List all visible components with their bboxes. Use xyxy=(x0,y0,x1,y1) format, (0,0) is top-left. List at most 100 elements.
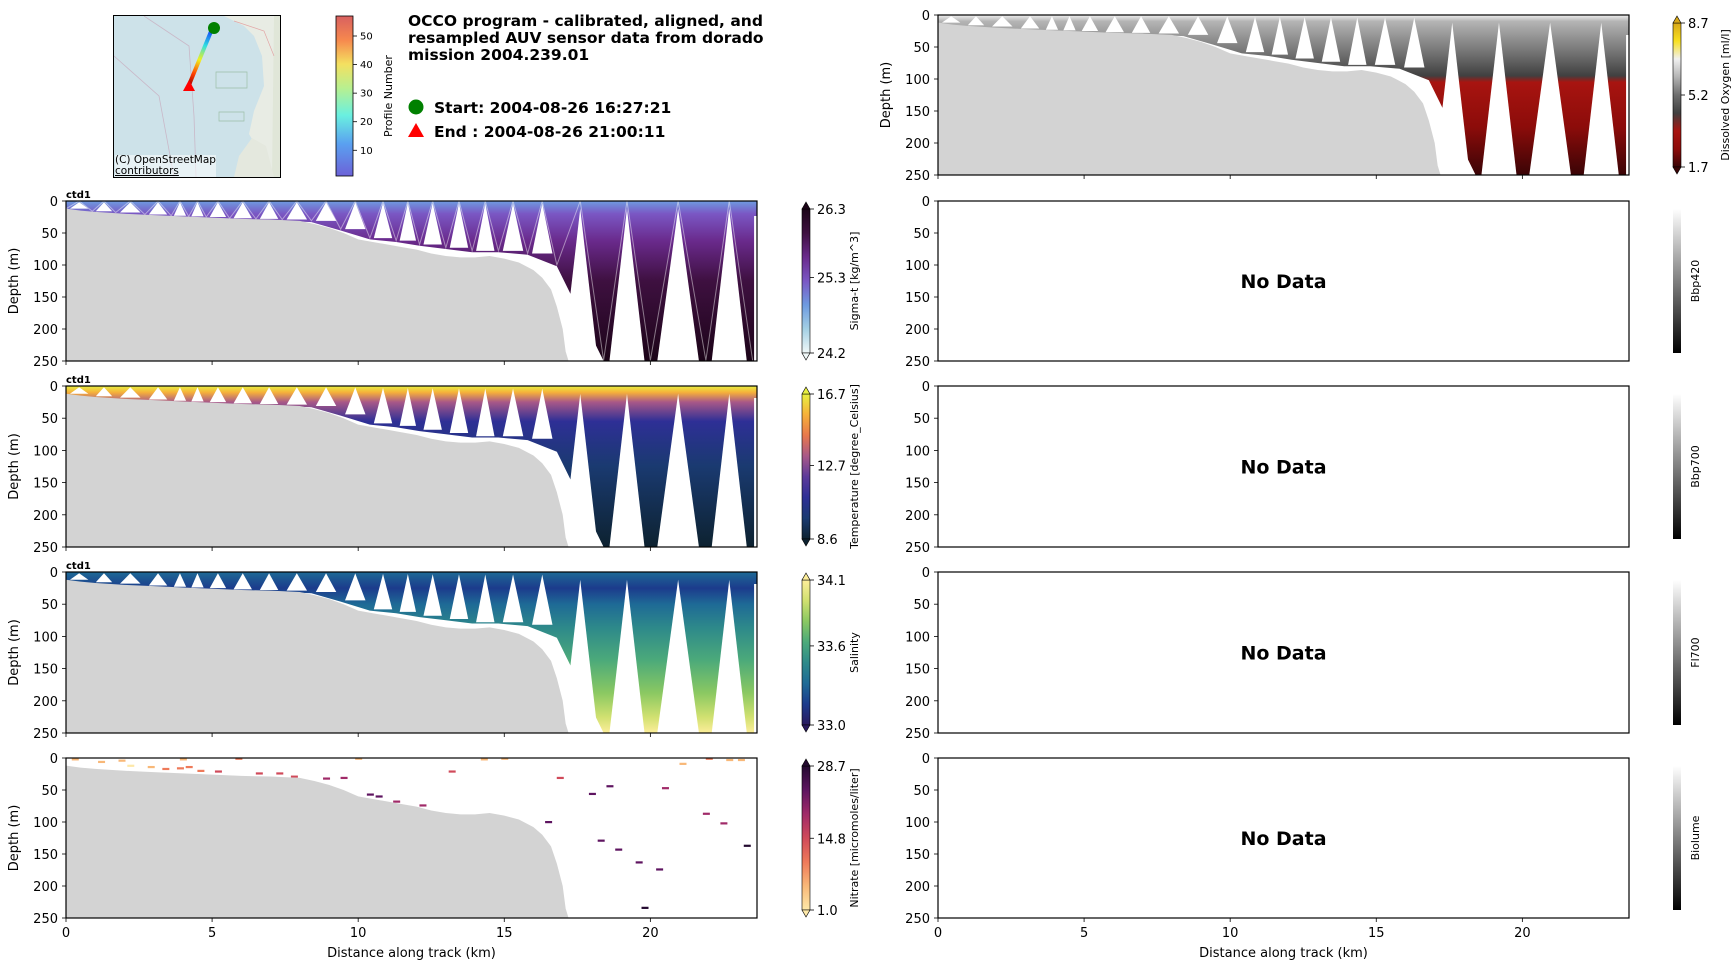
start-label: Start: 2004-08-26 16:27:21 xyxy=(434,99,672,117)
panel-biolume: No Data 0 50 100 150 200 250 0 5 10 15 20 Distance a… xyxy=(905,752,1702,961)
colorbar-gradient xyxy=(801,208,811,354)
colorbar-tick-label: 34.1 xyxy=(817,574,846,589)
unsampled-gap xyxy=(148,387,168,400)
y-tick-label: 250 xyxy=(905,355,930,370)
track-map[interactable]: (C) OpenStreetMap contributors xyxy=(113,15,281,178)
profile-colorbar-label: Profile Number xyxy=(382,55,395,137)
no-data-label: No Data xyxy=(1240,643,1326,665)
unsampled-gap xyxy=(191,202,204,217)
nitrate-point xyxy=(366,793,374,796)
y-tick-label: 150 xyxy=(33,663,58,678)
colorbar-tick-label: 5.2 xyxy=(1688,89,1709,104)
unsampled-gap xyxy=(941,16,961,23)
unsampled-gap xyxy=(173,387,187,401)
unsampled-gap xyxy=(1158,16,1180,34)
end-triangle-icon xyxy=(408,123,424,137)
profile-tick-label: 20 xyxy=(360,117,373,128)
unsampled-gap xyxy=(286,202,308,220)
colorbar-extend-min xyxy=(801,724,811,733)
profile-colorbar: 10 20 30 40 50 Profile Number xyxy=(335,15,395,177)
nitrate-point xyxy=(679,762,687,765)
y-tick-label: 100 xyxy=(905,73,930,88)
panel-temperature: 0 50 100 150 200 250 Depth (m) ctd1 16.7 12.7 8.6 T… xyxy=(7,375,861,556)
nitrate-point xyxy=(705,758,713,760)
axes-frame xyxy=(937,385,1630,548)
profile-tick-label: 30 xyxy=(360,89,373,100)
y-tick-label: 50 xyxy=(41,598,58,613)
y-tick-label: 100 xyxy=(905,444,930,459)
nitrate-point xyxy=(656,868,664,871)
nitrate-point xyxy=(255,772,263,775)
no-data-label: No Data xyxy=(1240,271,1326,293)
panel-label: ctd1 xyxy=(66,375,91,386)
unsampled-gap xyxy=(69,202,89,209)
figure-title: OCCO program - calibrated, aligned, and … xyxy=(408,12,764,64)
y-tick-label: 0 xyxy=(50,566,58,581)
colorbar-fl700: Fl700 xyxy=(1673,580,1702,725)
unsampled-gap xyxy=(1020,16,1040,29)
nitrate-point xyxy=(127,764,135,767)
colorbar-gradient xyxy=(801,765,811,911)
y-tick-label: 150 xyxy=(905,477,930,492)
colorbar-tick-label: 14.8 xyxy=(817,832,846,847)
x-tick-label: 20 xyxy=(642,926,659,941)
y-tick-label: 0 xyxy=(922,9,930,24)
unsampled-gap xyxy=(1295,17,1314,59)
y-tick-label: 0 xyxy=(922,195,930,210)
unsampled-gap xyxy=(399,573,417,612)
colorbar-extend-min xyxy=(801,538,811,547)
colorbar-extend-max xyxy=(801,386,811,395)
unsampled-gap xyxy=(399,387,417,426)
y-tick-label: 250 xyxy=(33,727,58,742)
nitrate-point xyxy=(147,765,155,769)
panel-sigma-t: 0 50 100 150 200 250 Depth (m) ctd1 26.3 25.3 24.2… xyxy=(7,190,861,370)
y-axis-label: Depth (m) xyxy=(7,805,22,872)
start-marker-icon[interactable] xyxy=(208,22,220,34)
nitrate-point xyxy=(641,906,649,909)
nitrate-point xyxy=(661,787,669,790)
colorbar-gradient xyxy=(1672,22,1682,168)
nitrate-point xyxy=(606,785,614,788)
y-tick-label: 250 xyxy=(33,912,58,927)
unsampled-gap xyxy=(1131,16,1151,33)
map-land xyxy=(224,16,280,177)
colorbar-tick-label: 1.7 xyxy=(1688,161,1709,176)
bathymetry-fill xyxy=(938,22,1629,175)
nitrate-point xyxy=(98,760,106,764)
y-tick-label: 250 xyxy=(905,169,930,184)
nitrate-point xyxy=(556,776,564,780)
unsampled-gap xyxy=(373,573,393,610)
unsampled-gap xyxy=(1187,16,1209,35)
nitrate-point xyxy=(737,758,745,762)
end-marker-icon[interactable] xyxy=(183,80,195,91)
x-tick-label: 10 xyxy=(350,926,367,941)
y-tick-label: 0 xyxy=(50,752,58,767)
unsampled-gap xyxy=(373,387,393,424)
unsampled-gap xyxy=(315,202,337,221)
y-tick-label: 50 xyxy=(913,784,930,799)
unsampled-gap xyxy=(1529,22,1571,175)
nitrate-point xyxy=(355,758,363,760)
y-tick-label: 250 xyxy=(33,355,58,370)
unsampled-gap xyxy=(532,388,553,439)
plot-area-sigma-t xyxy=(66,201,757,361)
no-data-label: No Data xyxy=(1240,457,1326,479)
y-tick-label: 200 xyxy=(905,509,930,524)
unsampled-gap xyxy=(1271,16,1289,55)
nitrate-point xyxy=(71,758,79,761)
bathymetry-fill xyxy=(66,765,757,918)
unsampled-gap xyxy=(711,579,747,733)
colorbar-salinity: 34.1 33.6 33.0 Salinity xyxy=(801,572,861,734)
colorbar-extend-min xyxy=(801,352,811,361)
y-tick-label: 50 xyxy=(913,598,930,613)
colorbar-label: Salinity xyxy=(848,632,861,673)
colorbar-tick-label: 33.0 xyxy=(817,719,846,734)
unsampled-gap xyxy=(476,388,495,437)
y-tick-label: 50 xyxy=(41,227,58,242)
y-tick-label: 0 xyxy=(50,195,58,210)
unsampled-gap xyxy=(1404,17,1425,68)
colorbar-extend-max xyxy=(801,201,811,210)
map-credit-line2: contributors xyxy=(115,165,179,177)
nitrate-point xyxy=(501,758,509,760)
x-tick-label: 0 xyxy=(62,926,70,941)
